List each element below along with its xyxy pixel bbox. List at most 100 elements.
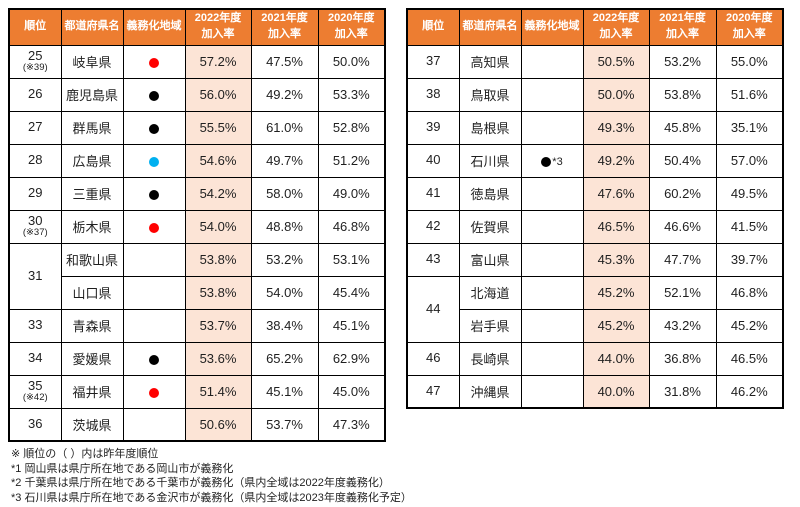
rank-cell: 42 (406, 209, 460, 244)
rate-2021-cell: 53.7% (250, 407, 319, 442)
table-row: 岩手県 45.2% 43.2% 45.2% (407, 308, 784, 343)
header-rate-2022-label: 2022年度 (592, 12, 640, 25)
mandatory-area-cell (122, 209, 186, 244)
mandatory-area-cell (520, 110, 584, 145)
rank-cell: 34 (8, 341, 62, 376)
rate-2021-cell: 31.8% (648, 374, 717, 409)
rate-2020-cell: 51.2% (317, 143, 386, 178)
header-rate-2021-label: 2021年度 (261, 12, 308, 25)
prefecture-cell: 広島県 (60, 143, 124, 178)
footnote-rank-parens: ※ 順位の（ ）内は昨年度順位 (11, 448, 159, 460)
rank-previous-year-note: (※37) (22, 227, 48, 239)
rate-2020-cell: 62.9% (317, 341, 386, 376)
rate-2021-cell: 47.7% (648, 242, 717, 277)
rank-cell: 36 (8, 407, 62, 442)
prefecture-cell: 茨城県 (60, 407, 124, 442)
prefecture-cell: 沖縄県 (458, 374, 522, 409)
prefecture-cell: 鳥取県 (458, 77, 522, 112)
mandatory-area-cell (520, 44, 584, 79)
header-rate-2021-label: 2021年度 (659, 12, 706, 25)
rate-2021-cell: 43.2% (648, 308, 717, 343)
table-row: 35 (※42) 福井県 51.4% 45.1% 45.0% (8, 374, 386, 409)
rate-2022-cell: 46.5% (582, 209, 650, 244)
mandatory-area-dot-icon (149, 222, 159, 233)
header-rate-2021: 2021年度 加入率 (250, 8, 319, 46)
prefecture-cell: 岐阜県 (60, 44, 124, 79)
table-row: 42 佐賀県 46.5% 46.6% 41.5% (406, 209, 784, 244)
rate-2020-cell: 45.4% (317, 275, 386, 310)
rate-2020-cell: 45.1% (317, 308, 386, 343)
mandatory-area-dot-icon (149, 57, 159, 68)
rate-2020-cell: 39.7% (715, 242, 784, 277)
mandatory-area-cell (122, 308, 186, 343)
rate-2020-cell: 53.3% (317, 77, 386, 112)
rank-cell: 28 (8, 143, 62, 178)
rank-cell: 44 (406, 275, 460, 343)
rank-value: 40 (426, 152, 441, 168)
rate-2022-cell: 56.0% (184, 77, 252, 112)
rank-value: 43 (426, 251, 441, 267)
rank-table-right: 順位 都道府県名 義務化地域 2022年度 加入率 2021年度 加入率 2020年度 加入率 3… (406, 8, 784, 409)
rank-value: 36 (28, 416, 43, 432)
rank-previous-year-note: (※42) (22, 392, 48, 404)
rate-2021-cell: 49.2% (250, 77, 319, 112)
header-rate-2020-label: 2020年度 (726, 12, 773, 25)
header-rank-label: 順位 (422, 20, 445, 33)
rank-cell: 33 (8, 308, 62, 343)
header-rate-2022: 2022年度 加入率 (582, 8, 650, 46)
rank-value: 41 (426, 185, 441, 201)
rank-value: 35 (28, 378, 43, 394)
rate-2020-cell: 49.5% (715, 176, 784, 211)
mandatory-area-cell (520, 77, 584, 112)
rate-2020-cell: 46.5% (715, 341, 784, 376)
rank-cell: 31 (8, 242, 62, 310)
mandatory-area-cell (520, 209, 584, 244)
rank-value: 25 (28, 48, 43, 64)
rank-value: 42 (426, 218, 441, 234)
rate-2021-cell: 54.0% (250, 275, 319, 310)
rank-cell: 30 (※37) (8, 209, 62, 244)
prefecture-cell: 愛媛県 (60, 341, 124, 376)
rate-2020-cell: 45.2% (715, 308, 784, 343)
rate-2022-cell: 50.0% (582, 77, 650, 112)
table-row: 30 (※37) 栃木県 54.0% 48.8% 46.8% (8, 209, 386, 244)
rank-cell: 47 (406, 374, 460, 409)
table-row: 39 島根県 49.3% 45.8% 35.1% (406, 110, 784, 145)
rank-cell: 27 (8, 110, 62, 145)
prefecture-cell: 佐賀県 (458, 209, 522, 244)
rank-cell: 29 (8, 176, 62, 211)
prefecture-cell: 三重県 (60, 176, 124, 211)
rank-value: 31 (28, 267, 43, 283)
prefecture-cell: 福井県 (60, 374, 124, 409)
rate-2021-cell: 61.0% (250, 110, 319, 145)
table-row: 27 群馬県 55.5% 61.0% 52.8% (8, 110, 386, 145)
rate-2020-cell: 46.8% (715, 275, 784, 310)
rank-cell: 39 (406, 110, 460, 145)
rank-cell: 25 (※39) (8, 44, 62, 79)
rank-value: 33 (28, 317, 43, 333)
rate-2020-cell: 57.0% (715, 143, 784, 178)
mandatory-area-dot-icon (149, 189, 159, 200)
table-row: 34 愛媛県 53.6% 65.2% 62.9% (8, 341, 386, 376)
rate-2020-cell: 35.1% (715, 110, 784, 145)
rank-cell: 40 (406, 143, 460, 178)
header-rate-2022-label: 加入率 (599, 28, 633, 41)
table-row: 36 茨城県 50.6% 53.7% 47.3% (8, 407, 386, 442)
rate-2022-cell: 53.6% (184, 341, 252, 376)
rate-2022-cell: 45.3% (582, 242, 650, 277)
rate-2020-cell: 49.0% (317, 176, 386, 211)
mandatory-area-cell (520, 176, 584, 211)
rate-2021-cell: 49.7% (250, 143, 319, 178)
rate-2021-cell: 48.8% (250, 209, 319, 244)
header-rate-2022-label: 2022年度 (194, 12, 242, 25)
footnotes: ※ 順位の（ ）内は昨年度順位 *1 岡山県は県庁所在地である岡山市が義務化 *… (8, 447, 792, 506)
rate-2021-cell: 45.1% (250, 374, 319, 409)
rate-2020-cell: 47.3% (317, 407, 386, 442)
table-row: 26 鹿児島県 56.0% 49.2% 53.3% (8, 77, 386, 112)
rate-2022-cell: 55.5% (184, 110, 252, 145)
mandatory-area-cell (122, 143, 186, 178)
header-rate-2020: 2020年度 加入率 (317, 8, 386, 46)
rate-2022-cell: 54.0% (184, 209, 252, 244)
table-row: 28 広島県 54.6% 49.7% 51.2% (8, 143, 386, 178)
